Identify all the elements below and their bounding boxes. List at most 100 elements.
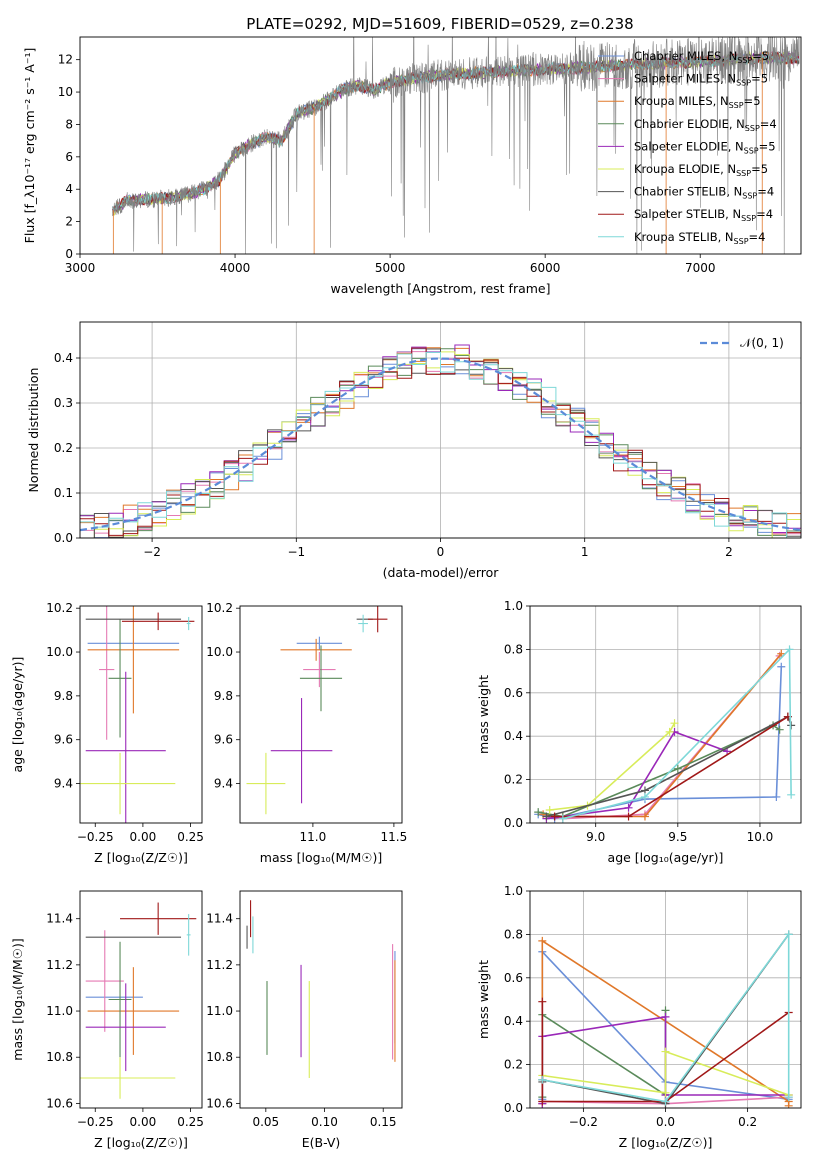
- observed-spectrum-line: [112, 37, 800, 254]
- legend-nssp-value: 4: [767, 185, 774, 199]
- mass-weight-series: [541, 1001, 790, 1103]
- y-tick-label: 11.4: [206, 912, 233, 926]
- y-tick-label: 0.1: [54, 486, 73, 500]
- x-tick-label: −0.2: [569, 1115, 598, 1129]
- y-tick-label: 11.2: [46, 958, 73, 972]
- mass-weight-marker: [558, 814, 567, 823]
- y-tick-label: 11.0: [206, 1004, 233, 1018]
- legend-nssp-prefix: , N: [725, 207, 741, 221]
- y-tick-label: 11.2: [206, 958, 233, 972]
- legend-model-name: Kroupa STELIB: [634, 230, 718, 244]
- mass-weight-series: [546, 730, 728, 820]
- mass-weight-vs-age-panel: 9.0 9.5 10.0 0.0 0.2 0.4 0.6 0.8 1.0 age [log₁₀(a…: [476, 599, 802, 865]
- x-tick-label: 11.0: [300, 830, 327, 844]
- legend-label: Chabrier ELODIE, NSSP=4: [634, 117, 777, 133]
- x-tick-label: 0.00: [130, 1115, 157, 1129]
- legend-nssp-subscript: SSP: [741, 214, 756, 223]
- legend-nssp-subscript: SSP: [734, 237, 749, 246]
- legend-model-name: Chabrier STELIB: [634, 185, 726, 199]
- legend-label: Kroupa STELIB, NSSP=4: [634, 230, 766, 246]
- legend-label: Chabrier STELIB, NSSP=4: [634, 185, 774, 201]
- residuals-panel: −2 −1 0 1 2 0.0 0.1 0.2 0.3 0.4 (data-model)/error…: [26, 321, 802, 580]
- axes-frame: [79, 321, 802, 539]
- mass-weight-marker: [673, 764, 682, 773]
- residual-histogram: [80, 347, 801, 536]
- x-axis-label: Z [log₁₀(Z/Z☉)]: [94, 1135, 188, 1150]
- legend-nssp-eq: =: [744, 94, 754, 108]
- legend-nssp-eq: =: [749, 230, 759, 244]
- y-tick-label: 0.6: [504, 971, 523, 985]
- spectrum-plot-area: [112, 37, 800, 254]
- axes-frame: [529, 890, 802, 1109]
- mass-vs-Z-plot-area: [80, 902, 197, 1099]
- y-tick-label: 11.0: [46, 1004, 73, 1018]
- x-tick-label: 9.0: [586, 830, 605, 844]
- y-tick-label: 0.2: [504, 773, 523, 787]
- y-tick-label: 11.4: [46, 912, 73, 926]
- mass-weight-marker: [661, 1047, 670, 1056]
- legend-label: Kroupa MILES, NSSP=5: [634, 94, 761, 110]
- legend-nssp-value: 4: [758, 230, 765, 244]
- y-tick-label: 10.2: [206, 601, 233, 615]
- x-axis-label: (data-model)/error: [383, 565, 500, 580]
- axes-frame: [79, 605, 203, 824]
- legend-nssp-eq: =: [759, 139, 769, 153]
- y-axis-label: mass [log₁₀(M/M☉)]: [10, 938, 25, 1060]
- legend-nssp-prefix: , N: [721, 49, 737, 63]
- legend-nssp-eq: =: [757, 185, 767, 199]
- x-tick-label: 0.0: [656, 1115, 675, 1129]
- mass-weight-marker: [534, 808, 543, 817]
- residuals-plot-area: [80, 344, 801, 538]
- legend-nssp-value: 5: [761, 162, 768, 176]
- y-tick-label: 10.0: [46, 645, 73, 659]
- mass-weight-series: [543, 653, 782, 818]
- mass-weight-marker: [785, 645, 794, 654]
- y-tick-label: 10: [58, 85, 73, 99]
- mass-weight-marker: [775, 725, 784, 734]
- mass-weight-marker: [550, 812, 559, 821]
- legend-nssp-eq: =: [751, 72, 761, 86]
- y-tick-label: 0.0: [54, 531, 73, 545]
- legend-nssp-subscript: SSP: [736, 79, 751, 88]
- x-tick-label: 5000: [375, 261, 406, 275]
- age-vs-Z-panel: −0.25 0.00 0.25 9.4 9.6 9.8 10.0 10.2 Z [log₁₀(Z…: [10, 601, 204, 865]
- y-tick-label: 8: [65, 117, 73, 131]
- y-tick-label: 2: [65, 215, 73, 229]
- mass-weight-series: [549, 722, 676, 811]
- mass-weight-vs-Z-plot-area: [538, 930, 793, 1108]
- mass-weight-marker: [538, 1097, 547, 1106]
- mass-weight-vs-age-plot-area: [534, 645, 796, 823]
- legend-nssp-subscript: SSP: [742, 192, 757, 201]
- mass-weight-marker: [784, 1101, 793, 1108]
- legend-nssp-value: 4: [769, 117, 776, 131]
- residual-histogram: [80, 351, 801, 538]
- mass-weight-marker: [670, 719, 679, 728]
- legend-nssp-value: 5: [762, 49, 769, 63]
- mass-weight-marker: [538, 936, 547, 945]
- mass-weight-marker: [624, 803, 633, 812]
- y-tick-label: 0.0: [504, 1101, 523, 1115]
- x-axis-label: Z [log₁₀(Z/Z☉)]: [94, 850, 188, 865]
- x-tick-label: −1: [287, 545, 305, 559]
- x-tick-label: 0.00: [130, 830, 157, 844]
- mass-weight-marker: [784, 930, 793, 939]
- y-tick-label: 0: [65, 247, 73, 261]
- legend-nssp-prefix: , N: [729, 117, 745, 131]
- x-tick-label: 0.25: [177, 1115, 204, 1129]
- axes-frame: [239, 890, 403, 1109]
- mass-weight-series: [542, 931, 790, 1103]
- y-tick-label: 10.0: [206, 645, 233, 659]
- mass-weight-marker: [777, 662, 786, 671]
- x-tick-label: 1: [581, 545, 589, 559]
- x-tick-label: 6000: [530, 261, 561, 275]
- legend-model-name: Chabrier ELODIE: [634, 117, 729, 131]
- mass-weight-marker: [777, 649, 786, 658]
- x-axis-label: E(B-V): [302, 1135, 341, 1150]
- figure-title: PLATE=0292, MJD=51609, FIBERID=0529, z=0…: [246, 15, 633, 33]
- y-tick-label: 0.4: [54, 351, 73, 365]
- mass-weight-series: [542, 1050, 789, 1096]
- y-tick-label: 0.8: [504, 927, 523, 941]
- legend-model-name: Kroupa MILES: [634, 94, 713, 108]
- mass-weight-marker: [665, 727, 674, 736]
- mass-vs-Z-panel: −0.25 0.00 0.25 10.6 10.8 11.0 11.2 11.4 Z [log₁…: [10, 890, 204, 1150]
